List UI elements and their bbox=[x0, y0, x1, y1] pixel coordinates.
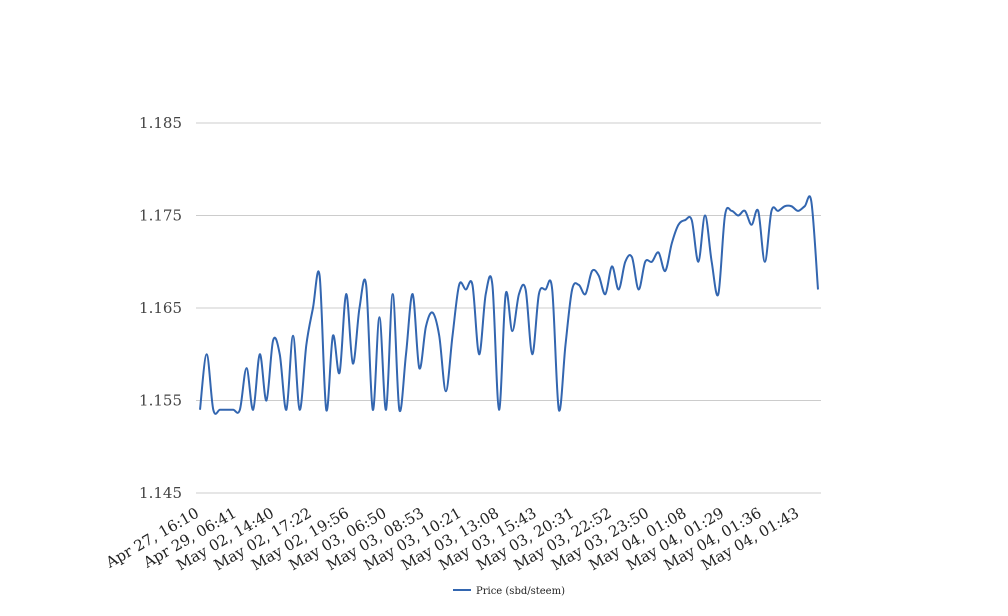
y-tick-label: 1.145 bbox=[139, 484, 182, 502]
y-axis-ticks: 1.185 1.175 1.165 1.155 1.145 bbox=[139, 114, 182, 502]
y-tick-label: 1.185 bbox=[139, 114, 182, 132]
y-tick-label: 1.175 bbox=[139, 207, 182, 225]
y-tick-label: 1.165 bbox=[139, 299, 182, 317]
legend-label-price: Price (sbd/steem) bbox=[476, 586, 565, 597]
legend[interactable]: Price (sbd/steem) bbox=[453, 586, 565, 597]
y-tick-label: 1.155 bbox=[139, 392, 182, 410]
series-line-price bbox=[199, 195, 819, 415]
series-layer bbox=[199, 195, 819, 415]
